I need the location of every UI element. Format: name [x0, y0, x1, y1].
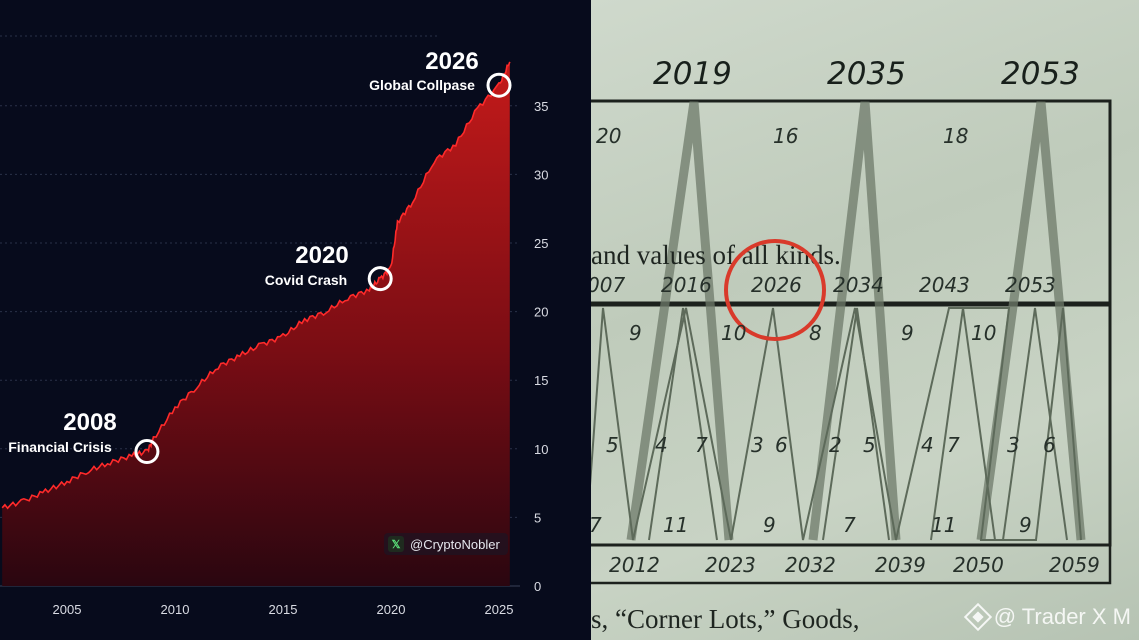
x-tick-label: 2015: [269, 602, 298, 617]
cycle-number: 16: [773, 124, 798, 148]
cycle-number: 10: [721, 321, 746, 345]
cycle-number: 9: [629, 321, 642, 345]
x-tick-label: 2020: [377, 602, 406, 617]
cycle-number: 7: [591, 513, 602, 537]
cycle-number: 20: [596, 124, 621, 148]
cycle-number: 3: [1007, 433, 1020, 457]
cycle-number: 7: [947, 433, 960, 457]
lower-cycle-line: [822, 307, 890, 541]
upper-cycle-line: [808, 101, 901, 541]
binance-diamond-icon: [963, 602, 992, 632]
x-tick-label: 2010: [161, 602, 190, 617]
y-tick-label: 0: [534, 579, 541, 594]
cycle-number: 6: [775, 433, 788, 457]
x-logo-icon: 𝕏: [388, 536, 404, 552]
watermark-text: @ Trader X M: [993, 604, 1131, 629]
cycle-number: 2: [829, 433, 842, 457]
document-text-line: and values of all kinds.: [591, 240, 841, 270]
lower-cycle-line: [648, 307, 718, 541]
cycle-number: 11: [663, 513, 688, 537]
cycle-number: 3: [751, 433, 764, 457]
cycle-diagram: 2019 2035 2053 20 16 18 and values of al…: [591, 56, 1112, 634]
upper-cycle-line: [976, 101, 1086, 541]
bottom-year: 2059: [1049, 553, 1100, 577]
middle-year: 007: [591, 273, 625, 297]
top-year: 2035: [827, 56, 906, 92]
cycle-number: 4: [921, 433, 934, 457]
cycle-number: 18: [943, 124, 968, 148]
credit-handle: @CryptoNobler: [410, 536, 500, 552]
x-tick-label: 2025: [485, 602, 514, 617]
event-marker: [367, 266, 393, 292]
cycle-number: 9: [901, 321, 914, 345]
cycle-number: 11: [931, 513, 956, 537]
lower-box: [591, 303, 1112, 547]
event-marker: [486, 72, 512, 98]
middle-year: 2034: [833, 273, 884, 297]
middle-year: 2053: [1005, 273, 1056, 297]
series-line: [1, 61, 511, 510]
middle-year: 2043: [919, 273, 970, 297]
y-tick-label: 10: [534, 442, 548, 457]
cycle-number: 5: [606, 433, 619, 457]
cycle-number: 6: [1043, 433, 1056, 457]
cycle-number: 8: [809, 321, 822, 345]
lower-cycle-line: [930, 307, 996, 541]
y-tick-label: 20: [534, 305, 548, 320]
cycle-number: 5: [863, 433, 876, 457]
chart-panel: 0 5 10 15 20 25 30 35 2005 2010 2015 2020 2025 2008 F…: [0, 35, 549, 617]
document-scan: 2019 2035 2053 20 16 18 and values of al…: [591, 0, 1139, 640]
bottom-year: 2050: [953, 553, 1004, 577]
middle-year: 2016: [661, 273, 712, 297]
watermark: @ Trader X M: [963, 602, 1131, 632]
cycle-number: 9: [763, 513, 776, 537]
middle-year: 2026: [751, 273, 802, 297]
author-credit: 𝕏 @CryptoNobler: [384, 533, 508, 555]
cycle-number: 7: [695, 433, 708, 457]
bottom-year: 2039: [875, 553, 926, 577]
annotation-year: 2020: [295, 242, 348, 269]
top-year: 2053: [1001, 56, 1080, 92]
y-tick-label: 5: [534, 510, 541, 525]
cycle-number: 7: [843, 513, 856, 537]
y-tick-label: 15: [534, 373, 548, 388]
cycle-number: 10: [971, 321, 996, 345]
annotation-label: Covid Crash: [265, 272, 347, 288]
annotation-label: Financial Crisis: [8, 439, 112, 455]
cycle-number: 9: [1019, 513, 1032, 537]
y-tick-label: 35: [534, 99, 548, 114]
bottom-year: 2012: [609, 553, 660, 577]
annotation-year: 2008: [63, 409, 116, 436]
bottom-box: [591, 543, 1112, 585]
highlight-circle: [724, 239, 826, 341]
x-tick-label: 2005: [53, 602, 82, 617]
bottom-year: 2032: [785, 553, 836, 577]
bottom-year: 2023: [705, 553, 756, 577]
y-tick-label: 30: [534, 167, 548, 182]
area-fill: [2, 61, 510, 586]
upper-cycle-line: [626, 101, 734, 541]
annotation-label: Global Collpase: [369, 77, 475, 93]
lower-cycle-line: [591, 307, 1082, 541]
document-text-line: s, “Corner Lots,” Goods,: [591, 604, 859, 634]
annotation-year: 2026: [425, 48, 478, 75]
y-tick-label: 25: [534, 236, 548, 251]
top-year: 2019: [653, 56, 732, 92]
cycle-number: 4: [655, 433, 668, 457]
lower-cycle-line: [1002, 307, 1068, 541]
event-marker: [134, 439, 160, 465]
